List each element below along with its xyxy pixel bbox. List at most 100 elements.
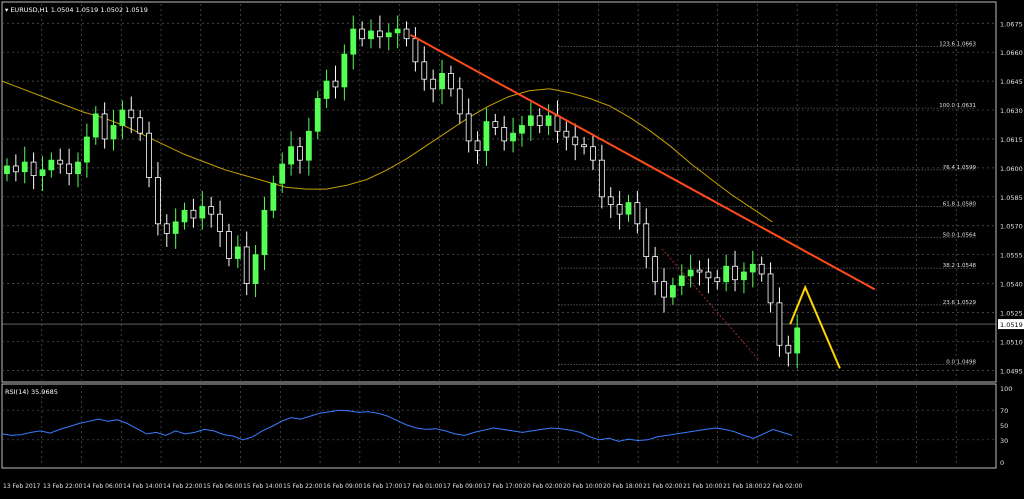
candle-body: [217, 213, 223, 232]
candle-body: [501, 127, 508, 142]
rsi-tick-label: 100: [1000, 385, 1012, 393]
candle-body: [607, 196, 614, 205]
time-tick-label: 15 Feb 22:00: [283, 483, 323, 490]
candle-body: [279, 163, 286, 184]
price-tick-label: 1.0585: [1000, 194, 1023, 202]
candle-body: [590, 146, 596, 161]
candle-body: [563, 130, 570, 138]
fib-level-label: 50.0 1.0564: [943, 232, 977, 238]
candle-body: [723, 265, 730, 283]
candle-body: [687, 269, 694, 277]
candle-body: [492, 121, 499, 128]
current-price-label: 1.0519: [1000, 321, 1023, 329]
price-tick-label: 1.0555: [1000, 252, 1023, 260]
candle-body: [137, 117, 144, 134]
candle-body: [128, 109, 135, 119]
candle-body: [430, 78, 437, 90]
candle-body: [110, 125, 117, 140]
candle-body: [101, 113, 108, 140]
time-tick-label: 17 Feb 17:00: [483, 483, 523, 490]
candle-body: [776, 302, 783, 346]
candle-body: [696, 269, 703, 273]
candle-body: [705, 271, 712, 279]
candle-body: [146, 132, 152, 178]
candle-body: [634, 202, 641, 225]
candle-body: [767, 273, 774, 304]
candle-body: [226, 231, 232, 259]
time-tick-label: 17 Feb 01:00: [403, 483, 443, 490]
candle-body: [412, 38, 419, 63]
price-tick-label: 1.0645: [1000, 78, 1023, 86]
fib-level-label: 61.8 1.0580: [943, 201, 977, 207]
candle-body: [714, 277, 721, 283]
price-tick-label: 1.0525: [1000, 310, 1023, 318]
rsi-tick-label: 0: [1000, 459, 1004, 467]
candle-body: [376, 30, 383, 38]
fib-level-label: 100.0 1.0631: [939, 103, 976, 109]
candle-body: [385, 32, 392, 38]
candle-body: [21, 161, 28, 173]
candle-body: [421, 61, 428, 80]
candle-body: [39, 169, 46, 177]
current-price-tag: [998, 319, 1024, 330]
price-tick-label: 1.0675: [1000, 20, 1023, 28]
time-tick-label: 22 Feb 02:00: [763, 483, 803, 490]
candle-body: [234, 246, 241, 259]
candle-body: [314, 98, 321, 132]
candle-body: [678, 275, 685, 286]
candle-body: [741, 271, 747, 281]
candle-body: [732, 265, 738, 281]
axes: 1.0675 1.0660 1.0645 1.0630 1.0615 1.0600 1.05…: [3, 6, 1024, 490]
candle-body: [448, 73, 454, 90]
time-tick-label: 15 Feb 14:00: [243, 483, 283, 490]
moving-average: [1, 80, 773, 223]
candle-body: [181, 209, 188, 223]
candle-body: [439, 73, 445, 90]
candle-body: [785, 344, 792, 354]
candles: [4, 15, 801, 369]
time-tick-label: 21 Feb 02:00: [643, 483, 683, 490]
chart-title: ▾ EURUSD,H1 1.0504 1.0519 1.0502 1.0519: [5, 6, 148, 14]
ma-line: [1, 80, 773, 223]
candle-body: [30, 161, 37, 177]
fibonacci-levels: 123.6 1.0663 100.0 1.0631 76.4 1.0599 61.8 …: [558, 41, 977, 366]
price-tick-label: 1.0630: [1000, 107, 1023, 115]
time-tick-label: 15 Feb 06:00: [203, 483, 243, 490]
candle-body: [199, 206, 206, 219]
rsi-line: [1, 409, 793, 442]
time-tick-label: 16 Feb 09:00: [323, 483, 363, 490]
candle-body: [616, 204, 623, 215]
grid-lines: [1, 1, 997, 469]
rsi-tick-label: 30: [1000, 437, 1008, 445]
candle-body: [669, 285, 676, 298]
candle-body: [12, 165, 19, 173]
candle-body: [474, 140, 481, 151]
time-tick-label: 14 Feb 14:00: [123, 483, 163, 490]
main-frame: [1, 1, 997, 383]
candle-body: [394, 28, 401, 34]
candle-body: [270, 182, 277, 211]
time-tick-label: 13 Feb 22:00: [43, 483, 83, 490]
candle-body: [465, 113, 472, 142]
time-tick-label: 16 Feb 17:00: [363, 483, 403, 490]
time-tick-label: 20 Feb 18:00: [603, 483, 643, 490]
candle-body: [288, 146, 294, 165]
rsi-panel: RSI(14) 35.9685 100 70 50 30 0: [1, 385, 1012, 467]
time-tick-label: 17 Feb 09:00: [443, 483, 483, 490]
candle-body: [208, 206, 215, 215]
candle-body: [545, 115, 552, 126]
price-tick-label: 1.0495: [1000, 367, 1023, 375]
candle-body: [57, 159, 64, 165]
candle-body: [341, 53, 348, 88]
rsi-tick-label: 70: [1000, 407, 1008, 415]
fib-level-label: 123.6 1.0663: [939, 41, 976, 47]
price-tick-label: 1.0510: [1000, 338, 1023, 346]
candle-body: [749, 263, 756, 273]
candle-body: [119, 109, 126, 126]
candle-body: [598, 159, 605, 198]
price-tick-label: 1.0615: [1000, 136, 1023, 144]
candle-body: [297, 146, 303, 161]
candle-body: [172, 221, 179, 234]
candle-body: [625, 202, 632, 215]
